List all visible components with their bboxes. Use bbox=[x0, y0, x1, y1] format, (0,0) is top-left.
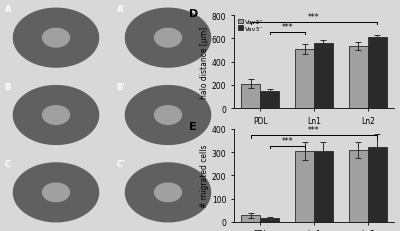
Bar bbox=[368, 148, 387, 222]
Text: D: D bbox=[189, 9, 198, 19]
Text: A': A' bbox=[116, 5, 126, 14]
Bar bbox=[368, 38, 387, 109]
Text: B': B' bbox=[116, 82, 125, 91]
Polygon shape bbox=[42, 106, 70, 125]
Polygon shape bbox=[154, 183, 182, 202]
Polygon shape bbox=[42, 29, 70, 48]
Text: B: B bbox=[4, 82, 11, 91]
Bar bbox=[260, 91, 279, 109]
Bar bbox=[260, 218, 279, 222]
Polygon shape bbox=[126, 9, 210, 68]
Text: C': C' bbox=[116, 159, 125, 168]
Text: C: C bbox=[4, 159, 11, 168]
Polygon shape bbox=[154, 29, 182, 48]
Text: E: E bbox=[189, 122, 197, 132]
Bar bbox=[241, 84, 260, 109]
Y-axis label: # migrated cells: # migrated cells bbox=[200, 144, 209, 207]
Bar bbox=[314, 44, 333, 109]
Legend: Vav3⁺, Vav3⁻: Vav3⁺, Vav3⁻ bbox=[237, 19, 264, 32]
Polygon shape bbox=[14, 9, 98, 68]
Polygon shape bbox=[14, 86, 98, 145]
Bar bbox=[349, 150, 368, 222]
Polygon shape bbox=[14, 163, 98, 222]
Text: ***: *** bbox=[281, 23, 293, 32]
Bar bbox=[241, 215, 260, 222]
Bar bbox=[295, 50, 314, 109]
Polygon shape bbox=[126, 163, 210, 222]
Polygon shape bbox=[42, 183, 70, 202]
Bar bbox=[314, 151, 333, 222]
Text: A: A bbox=[4, 5, 11, 14]
Text: ***: *** bbox=[281, 136, 293, 145]
Text: ***: *** bbox=[308, 126, 320, 135]
Polygon shape bbox=[154, 106, 182, 125]
Bar bbox=[295, 151, 314, 222]
Bar bbox=[349, 47, 368, 109]
Polygon shape bbox=[126, 86, 210, 145]
Y-axis label: halo distance [µm]: halo distance [µm] bbox=[200, 27, 209, 98]
Text: ***: *** bbox=[308, 13, 320, 22]
